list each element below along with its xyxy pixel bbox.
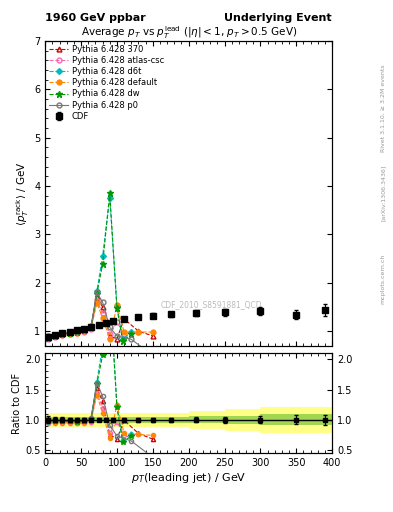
Pythia 6.428 default xyxy=(74,330,79,336)
Text: Rivet 3.1.10, ≥ 3.2M events: Rivet 3.1.10, ≥ 3.2M events xyxy=(381,64,386,152)
Pythia 6.428 atlas-csc xyxy=(115,319,119,326)
Pythia 6.428 default xyxy=(46,335,51,341)
Legend: Pythia 6.428 370, Pythia 6.428 atlas-csc, Pythia 6.428 d6t, Pythia 6.428 default: Pythia 6.428 370, Pythia 6.428 atlas-csc… xyxy=(48,44,166,122)
Y-axis label: $\langle p_T^{\mathrm{rack}} \rangle$ / GeV: $\langle p_T^{\mathrm{rack}} \rangle$ / … xyxy=(15,161,31,226)
Pythia 6.428 d6t xyxy=(82,326,86,332)
Pythia 6.428 atlas-csc xyxy=(67,331,72,337)
Pythia 6.428 d6t xyxy=(67,330,72,336)
Pythia 6.428 370 xyxy=(67,330,72,336)
Pythia 6.428 atlas-csc xyxy=(82,329,86,335)
Pythia 6.428 370 xyxy=(107,333,112,339)
Pythia 6.428 atlas-csc xyxy=(89,326,94,332)
Pythia 6.428 d6t xyxy=(94,288,99,294)
Pythia 6.428 d6t xyxy=(89,323,94,329)
Pythia 6.428 370 xyxy=(60,331,65,337)
Title: Average $p_T$ vs $p_T^{\mathrm{lead}}$ ($|\eta| < 1$, $p_T > 0.5$ GeV): Average $p_T$ vs $p_T^{\mathrm{lead}}$ (… xyxy=(81,24,297,41)
Pythia 6.428 370 xyxy=(136,328,141,334)
Pythia 6.428 d6t xyxy=(53,333,58,339)
Pythia 6.428 d6t xyxy=(46,335,51,342)
Text: 1960 GeV ppbar: 1960 GeV ppbar xyxy=(45,13,146,23)
Pythia 6.428 370 xyxy=(46,335,51,341)
Pythia 6.428 dw xyxy=(89,324,94,330)
Pythia 6.428 dw xyxy=(53,333,58,339)
Pythia 6.428 p0 xyxy=(82,326,86,332)
Pythia 6.428 dw xyxy=(115,305,119,311)
Pythia 6.428 default xyxy=(94,300,99,306)
Pythia 6.428 default xyxy=(53,333,58,339)
Pythia 6.428 default xyxy=(151,329,155,335)
Pythia 6.428 d6t xyxy=(107,195,112,201)
Pythia 6.428 dw xyxy=(60,331,65,337)
Line: Pythia 6.428 dw: Pythia 6.428 dw xyxy=(45,190,134,344)
Pythia 6.428 370 xyxy=(94,294,99,301)
Pythia 6.428 d6t xyxy=(60,331,65,337)
Pythia 6.428 p0 xyxy=(129,336,134,343)
Pythia 6.428 dw xyxy=(82,327,86,333)
Pythia 6.428 370 xyxy=(53,333,58,339)
Pythia 6.428 default xyxy=(136,329,141,335)
Pythia 6.428 atlas-csc xyxy=(94,298,99,304)
X-axis label: $p_T$(leading jet) / GeV: $p_T$(leading jet) / GeV xyxy=(131,471,246,485)
Pythia 6.428 default xyxy=(122,329,127,335)
Line: Pythia 6.428 default: Pythia 6.428 default xyxy=(46,301,155,342)
Pythia 6.428 dw xyxy=(100,261,105,267)
Pythia 6.428 p0 xyxy=(94,289,99,295)
Text: mcplots.cern.ch: mcplots.cern.ch xyxy=(381,253,386,304)
Pythia 6.428 dw xyxy=(74,329,79,335)
Pythia 6.428 p0 xyxy=(60,330,65,336)
Pythia 6.428 p0 xyxy=(100,299,105,305)
Text: [arXiv:1306.3436]: [arXiv:1306.3436] xyxy=(381,165,386,222)
Pythia 6.428 default xyxy=(67,330,72,336)
Pythia 6.428 default xyxy=(115,303,119,309)
Pythia 6.428 dw xyxy=(67,330,72,336)
Pythia 6.428 dw xyxy=(94,291,99,297)
Pythia 6.428 p0 xyxy=(46,333,51,339)
Line: Pythia 6.428 atlas-csc: Pythia 6.428 atlas-csc xyxy=(46,298,141,342)
Pythia 6.428 atlas-csc xyxy=(100,310,105,316)
Pythia 6.428 atlas-csc xyxy=(74,330,79,336)
Pythia 6.428 p0 xyxy=(115,333,119,339)
Y-axis label: Ratio to CDF: Ratio to CDF xyxy=(12,373,22,434)
Pythia 6.428 atlas-csc xyxy=(136,329,141,335)
Pythia 6.428 dw xyxy=(120,338,125,344)
Pythia 6.428 default xyxy=(100,314,105,321)
Pythia 6.428 370 xyxy=(151,333,155,339)
Text: CDF_2010_S8591881_QCD: CDF_2010_S8591881_QCD xyxy=(161,300,263,309)
Pythia 6.428 d6t xyxy=(115,303,119,309)
Pythia 6.428 p0 xyxy=(67,329,72,335)
Pythia 6.428 default xyxy=(60,332,65,338)
Pythia 6.428 p0 xyxy=(107,324,112,330)
Line: Pythia 6.428 d6t: Pythia 6.428 d6t xyxy=(46,196,133,342)
Pythia 6.428 p0 xyxy=(74,328,79,334)
Pythia 6.428 default xyxy=(89,325,94,331)
Text: Underlying Event: Underlying Event xyxy=(224,13,332,23)
Pythia 6.428 dw xyxy=(46,335,51,341)
Pythia 6.428 p0 xyxy=(89,323,94,329)
Pythia 6.428 p0 xyxy=(53,332,58,338)
Pythia 6.428 370 xyxy=(115,336,119,342)
Pythia 6.428 default xyxy=(82,328,86,334)
Pythia 6.428 dw xyxy=(129,331,134,337)
Pythia 6.428 atlas-csc xyxy=(53,334,58,340)
Pythia 6.428 d6t xyxy=(129,329,134,335)
Pythia 6.428 370 xyxy=(89,324,94,330)
Pythia 6.428 370 xyxy=(122,316,127,322)
Pythia 6.428 p0 xyxy=(151,352,155,358)
Pythia 6.428 370 xyxy=(82,327,86,333)
Line: Pythia 6.428 370: Pythia 6.428 370 xyxy=(46,295,155,342)
Pythia 6.428 atlas-csc xyxy=(60,332,65,338)
Pythia 6.428 d6t xyxy=(74,329,79,335)
Line: Pythia 6.428 p0: Pythia 6.428 p0 xyxy=(46,290,155,358)
Pythia 6.428 default xyxy=(107,336,112,343)
Pythia 6.428 d6t xyxy=(100,253,105,259)
Pythia 6.428 370 xyxy=(74,328,79,334)
Pythia 6.428 atlas-csc xyxy=(107,331,112,337)
Pythia 6.428 dw xyxy=(107,190,112,196)
Pythia 6.428 atlas-csc xyxy=(122,330,127,336)
Pythia 6.428 d6t xyxy=(120,336,125,343)
Pythia 6.428 370 xyxy=(100,304,105,310)
Pythia 6.428 atlas-csc xyxy=(46,336,51,343)
